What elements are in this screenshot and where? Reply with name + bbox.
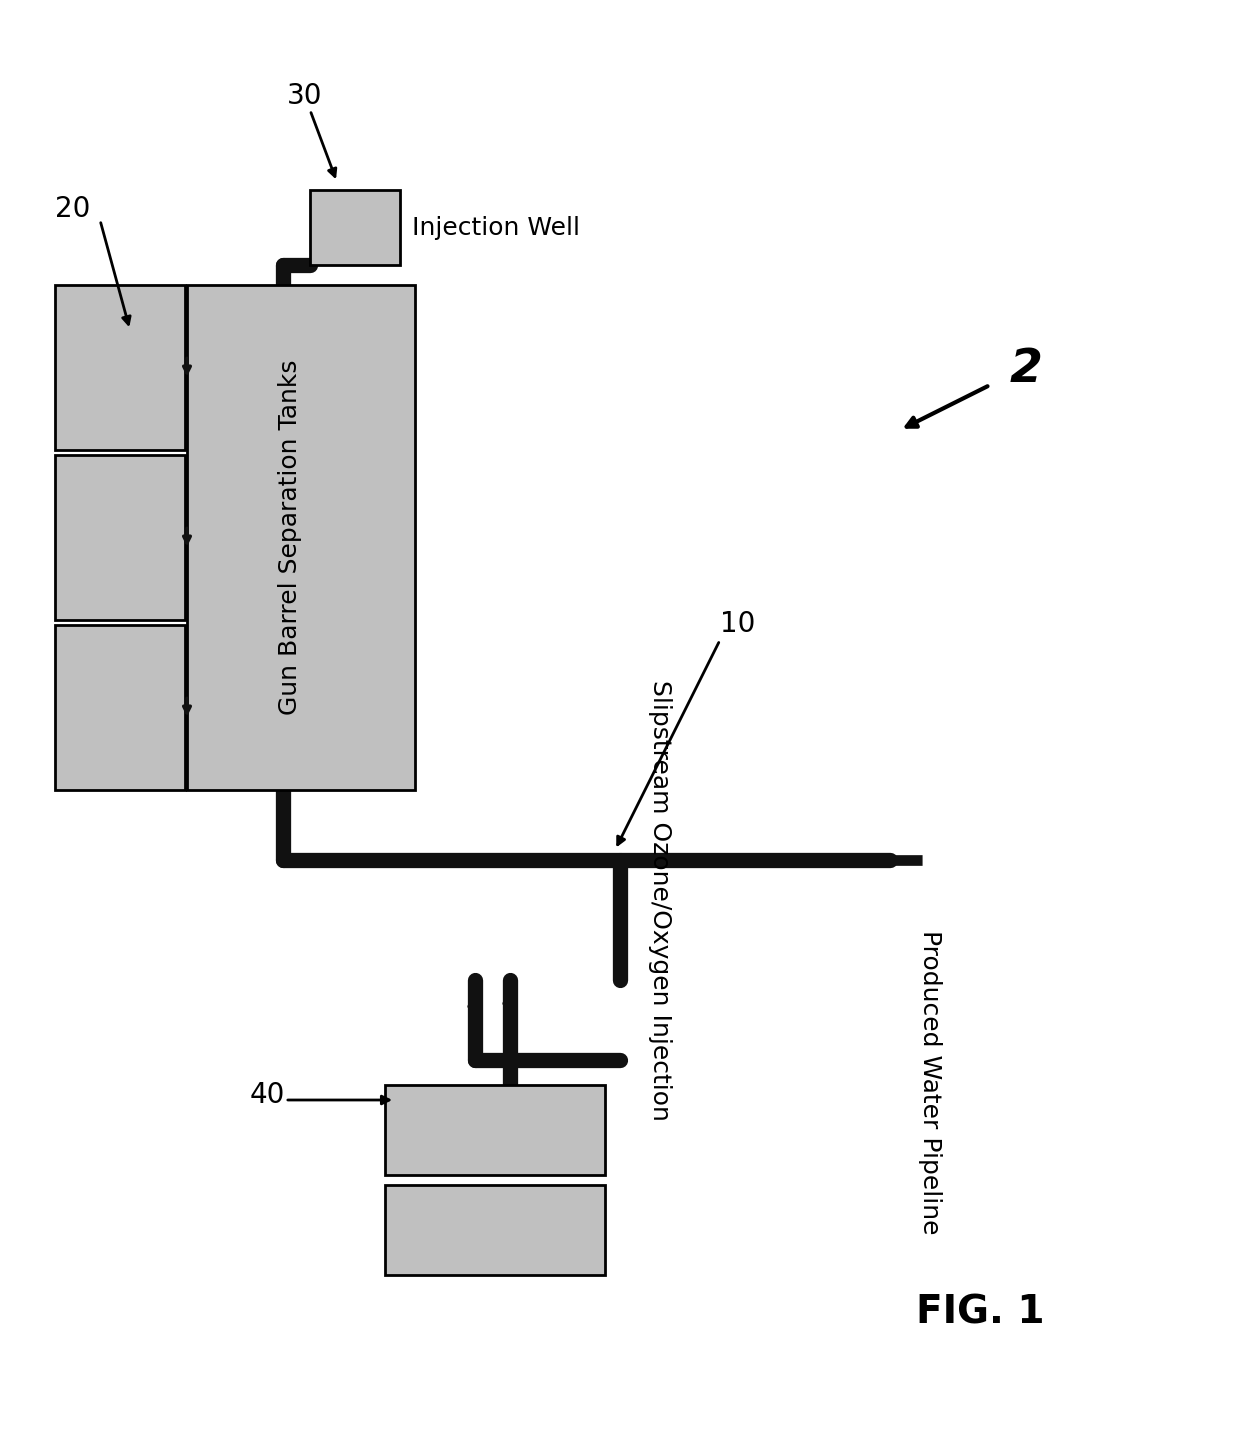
Bar: [384, 1186, 605, 1275]
Bar: [187, 285, 415, 790]
Text: 20: 20: [55, 195, 91, 223]
Bar: [55, 455, 185, 620]
Bar: [55, 625, 185, 790]
Bar: [384, 1084, 605, 1176]
Text: Slipstream Ozone/Oxygen Injection: Slipstream Ozone/Oxygen Injection: [649, 680, 672, 1121]
Text: Gun Barrel Separation Tanks: Gun Barrel Separation Tanks: [278, 360, 301, 716]
Text: 40: 40: [250, 1082, 285, 1109]
Text: 30: 30: [288, 82, 322, 110]
Text: Produced Water Pipeline: Produced Water Pipeline: [918, 930, 942, 1235]
Text: 10: 10: [720, 610, 755, 638]
Text: 2: 2: [1011, 347, 1043, 392]
Bar: [310, 189, 401, 265]
Text: Injection Well: Injection Well: [412, 215, 580, 240]
Text: FIG. 1: FIG. 1: [916, 1293, 1044, 1330]
Bar: [55, 285, 185, 450]
